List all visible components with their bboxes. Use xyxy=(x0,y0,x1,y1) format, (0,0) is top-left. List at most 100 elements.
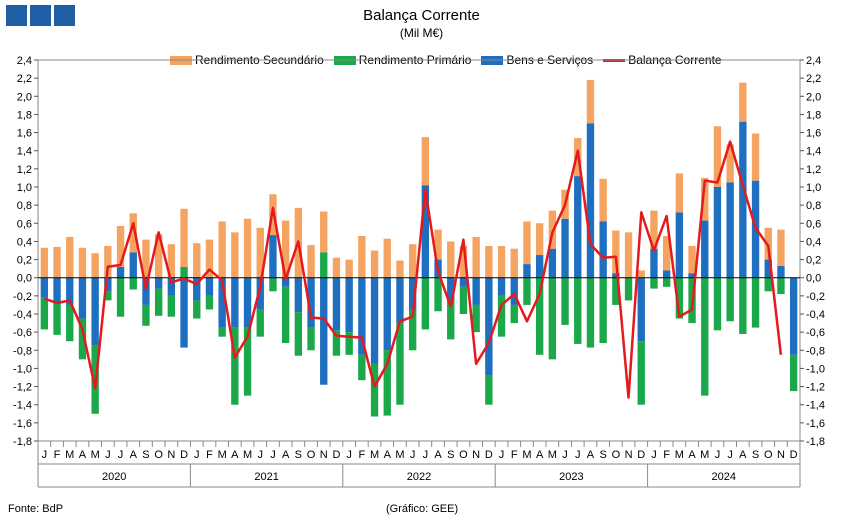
bar-bens-e-servi-os xyxy=(675,212,684,278)
bar-rendimento-secund-rio xyxy=(764,227,772,260)
bar-bens-e-servi-os xyxy=(332,277,341,331)
bar-rendimento-prim-rio xyxy=(78,318,87,360)
bar-rendimento-secund-rio xyxy=(777,229,785,266)
year-label: 2020 xyxy=(102,471,126,483)
y-tick-label-right: -0,8 xyxy=(806,345,825,357)
bar-rendimento-prim-rio xyxy=(269,277,277,292)
bar-rendimento-prim-rio xyxy=(637,341,645,405)
bar-bens-e-servi-os xyxy=(281,277,290,287)
month-label: N xyxy=(625,449,633,461)
y-tick-label-right: -1,0 xyxy=(806,363,825,375)
bar-rendimento-prim-rio xyxy=(713,277,722,331)
bar-bens-e-servi-os xyxy=(726,182,734,278)
bar-rendimento-prim-rio xyxy=(662,277,671,287)
year-label: 2023 xyxy=(559,471,583,483)
bar-rendimento-secund-rio xyxy=(637,270,645,278)
bar-bens-e-servi-os xyxy=(167,277,176,296)
month-label: D xyxy=(790,449,798,461)
bar-rendimento-prim-rio xyxy=(447,300,455,340)
y-tick-label-left: -1,8 xyxy=(13,436,32,448)
bar-rendimento-secund-rio xyxy=(408,244,417,278)
bar-rendimento-prim-rio xyxy=(104,291,112,301)
month-label: O xyxy=(154,449,163,461)
bar-bens-e-servi-os xyxy=(459,277,468,287)
bar-rendimento-prim-rio xyxy=(154,288,163,316)
y-tick-label-left: -0,2 xyxy=(13,291,32,303)
y-tick-label-right: 0,8 xyxy=(806,200,821,212)
bar-bens-e-servi-os xyxy=(307,277,315,328)
bar-rendimento-secund-rio xyxy=(358,235,366,278)
year-label: 2021 xyxy=(254,471,278,483)
bar-bens-e-servi-os xyxy=(193,277,201,301)
month-label: J xyxy=(118,449,124,461)
month-label: J xyxy=(270,449,276,461)
bar-rendimento-secund-rio xyxy=(599,178,607,222)
bar-rendimento-prim-rio xyxy=(751,277,760,328)
gee-logo xyxy=(6,5,75,26)
bar-rendimento-prim-rio xyxy=(789,354,798,392)
bar-rendimento-prim-rio xyxy=(205,295,214,310)
y-tick-label-left: -0,4 xyxy=(13,309,32,321)
bar-bens-e-servi-os xyxy=(789,277,798,355)
bar-rendimento-secund-rio xyxy=(535,223,544,256)
bar-rendimento-prim-rio xyxy=(193,300,201,319)
month-label: J xyxy=(194,449,200,461)
bar-rendimento-prim-rio xyxy=(523,277,531,305)
month-label: A xyxy=(688,449,696,461)
bar-bens-e-servi-os xyxy=(345,277,353,333)
y-tick-label-right: 0,4 xyxy=(806,236,821,248)
y-tick-label-right: -1,4 xyxy=(806,400,825,412)
month-label: D xyxy=(637,449,645,461)
bar-bens-e-servi-os xyxy=(205,277,214,296)
month-label: M xyxy=(370,449,379,461)
bar-rendimento-prim-rio xyxy=(294,312,303,356)
bar-rendimento-prim-rio xyxy=(485,375,493,405)
y-tick-label-left: 1,4 xyxy=(17,146,32,158)
month-label: J xyxy=(258,449,264,461)
bar-rendimento-prim-rio xyxy=(701,277,709,396)
bar-rendimento-secund-rio xyxy=(167,244,176,278)
bar-bens-e-servi-os xyxy=(116,266,125,278)
bar-rendimento-prim-rio xyxy=(320,252,328,278)
y-tick-label-left: 0,6 xyxy=(17,218,32,230)
bar-bens-e-servi-os xyxy=(129,252,137,278)
bar-rendimento-secund-rio xyxy=(218,221,226,278)
chart-title: Balança Corrente xyxy=(363,7,480,24)
bar-bens-e-servi-os xyxy=(53,277,61,304)
bar-bens-e-servi-os xyxy=(586,123,595,278)
bar-rendimento-secund-rio xyxy=(345,259,353,278)
bar-rendimento-prim-rio xyxy=(472,304,480,333)
bar-rendimento-prim-rio xyxy=(777,277,785,295)
bar-rendimento-secund-rio xyxy=(701,177,709,221)
bar-rendimento-prim-rio xyxy=(243,327,252,396)
bar-rendimento-secund-rio xyxy=(675,173,684,213)
bar-rendimento-secund-rio xyxy=(281,220,290,278)
bar-bens-e-servi-os xyxy=(370,277,379,364)
y-tick-label-right: -0,6 xyxy=(806,327,825,339)
month-label: A xyxy=(536,449,544,461)
y-tick-label-left: 0,4 xyxy=(17,236,32,248)
bar-rendimento-secund-rio xyxy=(243,218,252,278)
bar-rendimento-secund-rio xyxy=(662,235,671,271)
bar-rendimento-prim-rio xyxy=(142,304,150,326)
bar-rendimento-prim-rio xyxy=(396,323,404,405)
year-label: 2022 xyxy=(407,471,431,483)
bar-bens-e-servi-os xyxy=(497,277,506,296)
month-label: J xyxy=(423,449,429,461)
bar-rendimento-secund-rio xyxy=(116,226,125,267)
source-note: Fonte: BdP xyxy=(8,503,64,515)
bar-bens-e-servi-os xyxy=(154,277,163,289)
month-label: O xyxy=(459,449,468,461)
bar-bens-e-servi-os xyxy=(218,277,226,328)
month-label: N xyxy=(777,449,785,461)
bar-bens-e-servi-os xyxy=(612,273,620,278)
bar-bens-e-servi-os xyxy=(510,277,518,305)
bar-rendimento-prim-rio xyxy=(434,277,442,312)
month-label: O xyxy=(307,449,316,461)
credit-note: (Gráfico: GEE) xyxy=(386,503,459,515)
bar-bens-e-servi-os xyxy=(78,277,87,319)
bar-bens-e-servi-os xyxy=(447,277,455,301)
bar-rendimento-prim-rio xyxy=(510,304,518,324)
month-label: J xyxy=(42,449,48,461)
